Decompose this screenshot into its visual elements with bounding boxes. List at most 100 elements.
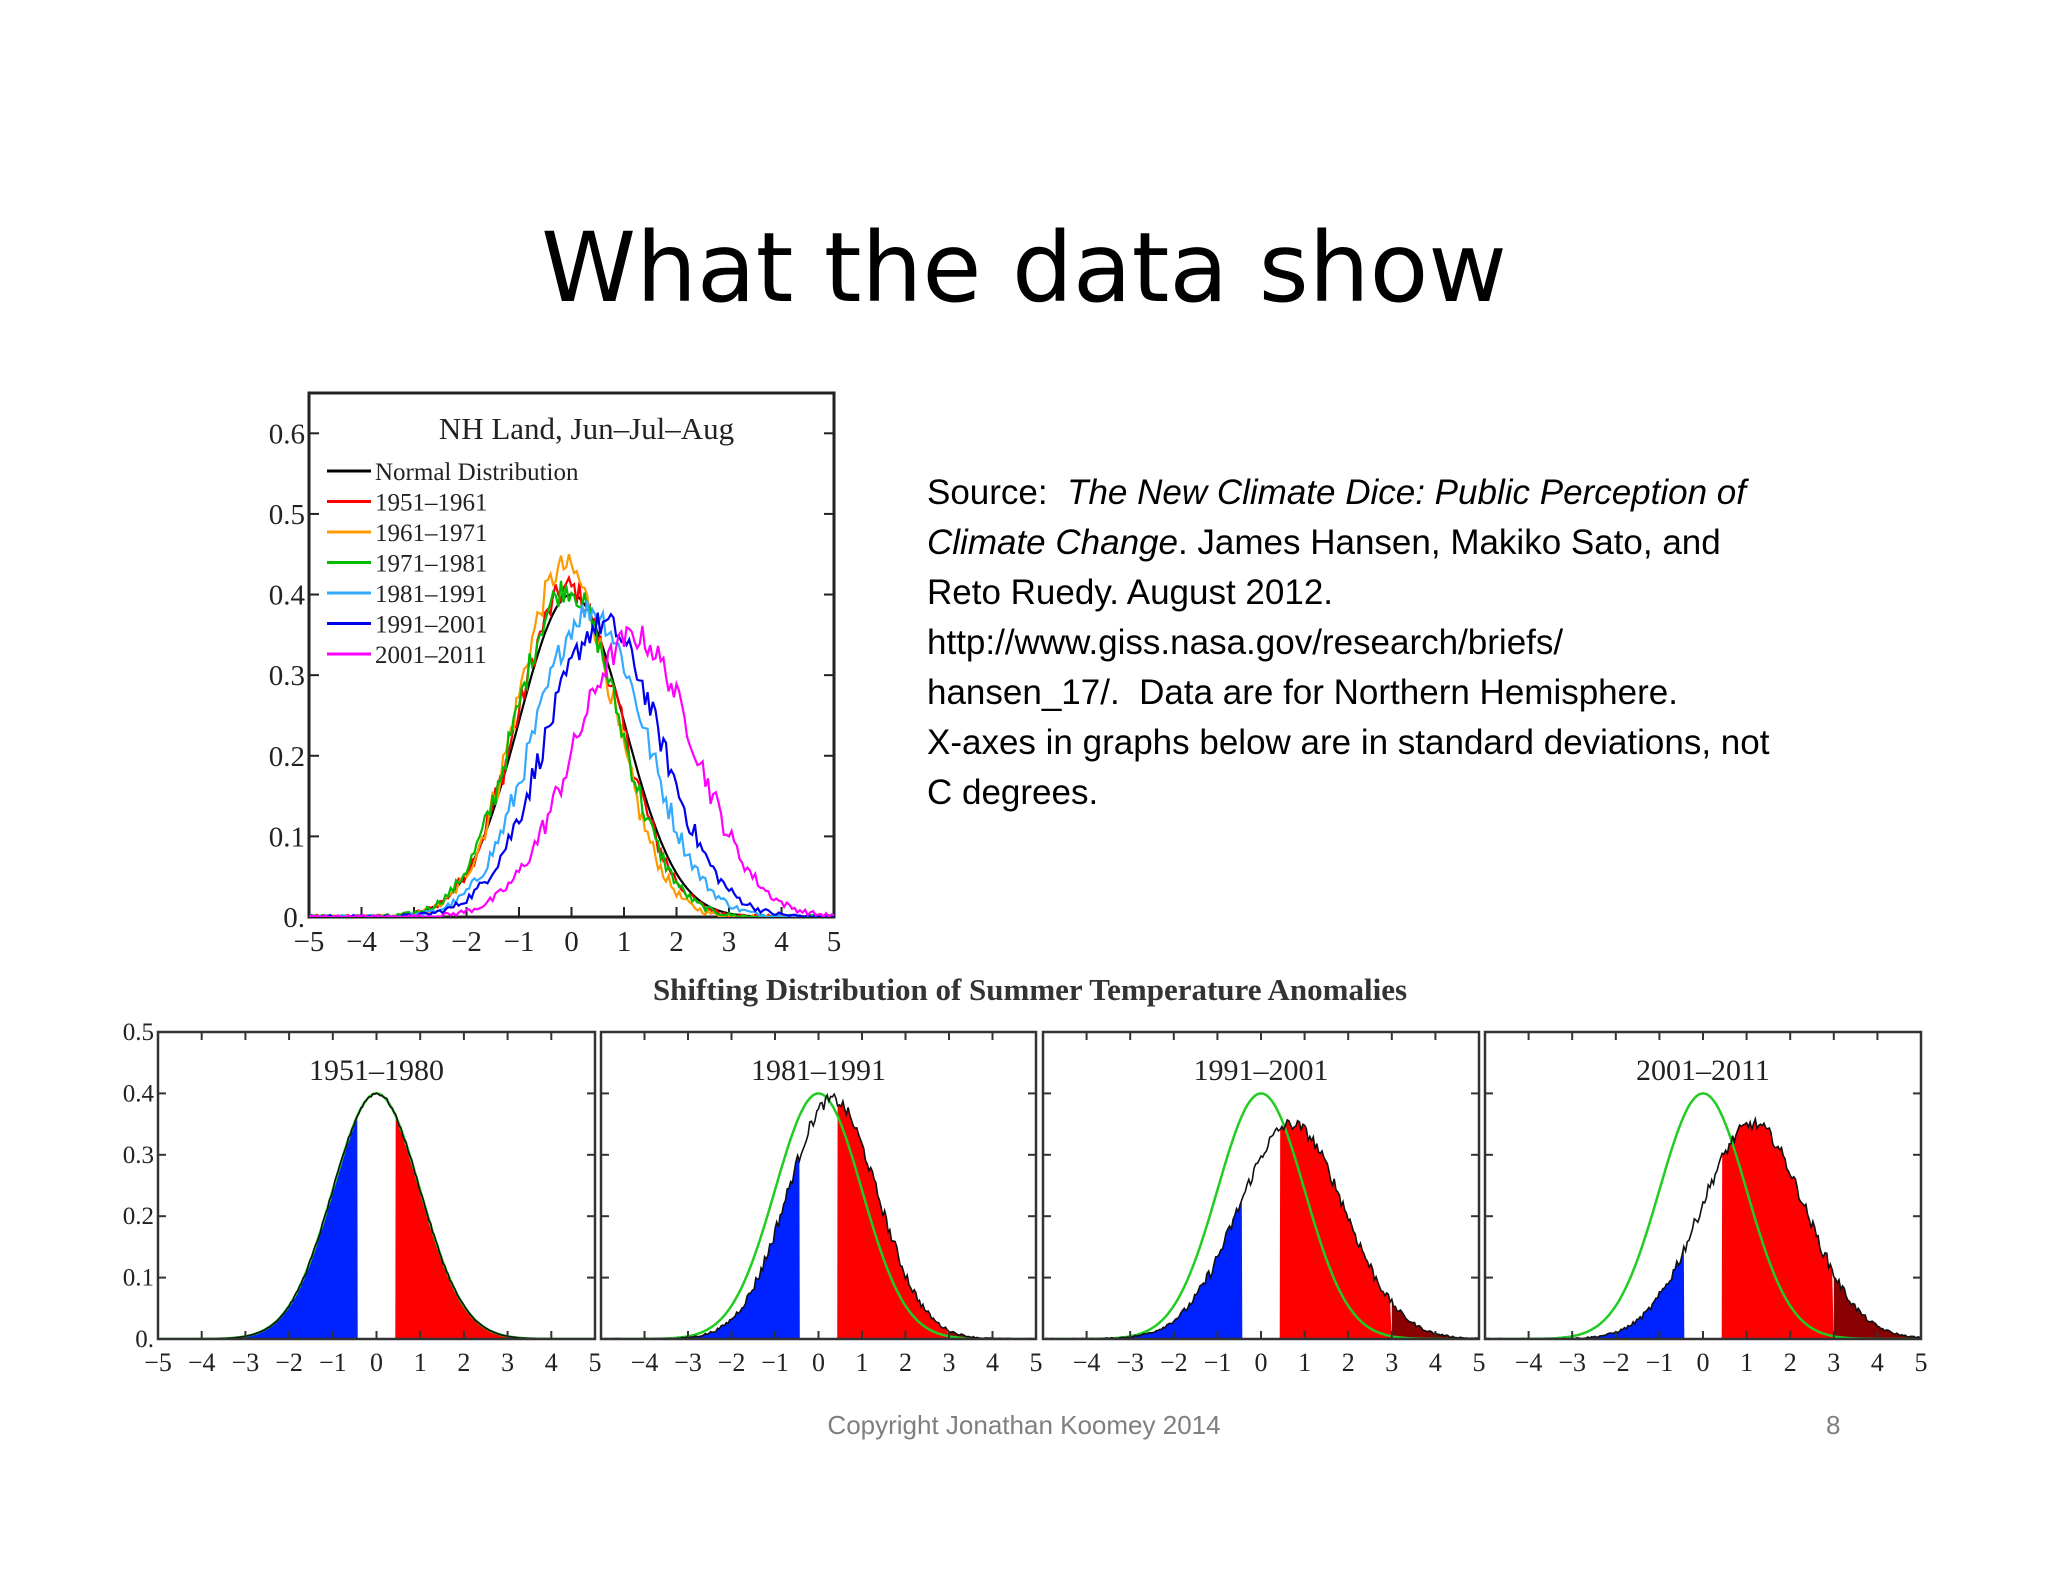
legend-label: Normal Distribution <box>375 459 579 486</box>
source-citation: Source: The New Climate Dice: Public Per… <box>927 468 1887 818</box>
x-tick-label: 2 <box>1342 1348 1355 1377</box>
reference-normal-line <box>1485 1092 1921 1339</box>
x-tick-label: −4 <box>631 1348 659 1377</box>
x-tick-label: −4 <box>1515 1348 1543 1377</box>
x-tick-label: 5 <box>589 1348 602 1377</box>
slide-title: What the data show <box>541 212 1507 324</box>
hot-area <box>1721 1118 1834 1339</box>
page-number: 8 <box>1826 1410 1841 1440</box>
source-paper-title-part-1: The New Climate Dice: Public Perception … <box>1067 473 1746 512</box>
x-tick-label: −4 <box>188 1348 216 1377</box>
y-tick-label: 0. <box>135 1326 154 1353</box>
distribution-line <box>158 1092 595 1339</box>
y-tick-label: 0. <box>283 902 305 934</box>
x-tick-label: 5 <box>1473 1348 1486 1377</box>
x-tick-label: −4 <box>346 926 377 958</box>
distribution-line <box>601 1092 1036 1339</box>
y-tick-label: 0.1 <box>123 1265 154 1292</box>
x-tick-label: −5 <box>144 1348 172 1377</box>
x-tick-label: −2 <box>275 1348 303 1377</box>
x-tick-label: 5 <box>1915 1348 1928 1377</box>
source-line-2: Climate Change. James Hansen, Makiko Sat… <box>927 518 1887 568</box>
y-tick-label: 0.2 <box>269 741 305 773</box>
legend-label: 1991–2001 <box>375 612 488 639</box>
x-tick-label: −1 <box>319 1348 347 1377</box>
legend-label: 1961–1971 <box>375 520 488 547</box>
x-tick-label: 2 <box>457 1348 470 1377</box>
panel-label: 2001–2011 <box>1636 1054 1770 1087</box>
x-tick-label: 4 <box>545 1348 558 1377</box>
source-prefix: Source: <box>927 473 1068 512</box>
x-tick-label: −3 <box>1558 1348 1586 1377</box>
source-line-3: Reto Ruedy. August 2012. <box>927 573 1334 612</box>
x-tick-label: −3 <box>1116 1348 1144 1377</box>
cold-area <box>1485 1246 1685 1339</box>
x-tick-label: −4 <box>1073 1348 1101 1377</box>
reference-normal-line <box>158 1092 595 1339</box>
x-tick-label: −3 <box>399 926 430 958</box>
y-tick-label: 0.3 <box>123 1142 154 1169</box>
x-tick-label: −3 <box>674 1348 702 1377</box>
x-tick-label: −1 <box>761 1348 789 1377</box>
x-tick-label: −1 <box>1646 1348 1674 1377</box>
y-tick-label: 0.3 <box>269 660 305 692</box>
shift-chart-title: Shifting Distribution of Summer Temperat… <box>653 972 1407 1007</box>
x-tick-label: −2 <box>718 1348 746 1377</box>
x-tick-label: −1 <box>504 926 535 958</box>
panel-label: 1951–1980 <box>309 1054 444 1087</box>
chart-title: NH Land, Jun–Jul–Aug <box>439 411 734 446</box>
source-paper-title-part-2: Climate Change <box>927 523 1178 562</box>
y-tick-label: 0.6 <box>269 418 305 450</box>
footer-copyright: Copyright Jonathan Koomey 2014 <box>827 1410 1221 1440</box>
y-tick-label: 0.4 <box>123 1080 155 1107</box>
x-tick-label: −2 <box>451 926 482 958</box>
x-tick-label: 4 <box>1871 1348 1884 1377</box>
x-tick-label: 4 <box>1429 1348 1442 1377</box>
y-tick-label: 0.4 <box>269 580 306 612</box>
series-line <box>309 625 834 917</box>
panel-3: −4 −3 −2 −1 0 1 2 3 4 5 1991–2001 <box>1041 1030 1486 1377</box>
x-tick-label: 2 <box>899 1348 912 1377</box>
source-authors: . James Hansen, Makiko Sato, and <box>1177 523 1721 562</box>
distribution-line <box>1043 1118 1479 1339</box>
extreme-hot-area <box>1391 1299 1479 1339</box>
x-tick-label: 1 <box>414 1348 427 1377</box>
legend-label: 2001–2011 <box>375 642 487 669</box>
hot-area <box>1279 1119 1392 1339</box>
x-tick-label: 3 <box>943 1348 956 1377</box>
x-tick-label: 4 <box>986 1348 999 1377</box>
cold-area <box>601 1155 800 1339</box>
panel-label: 1981–1991 <box>751 1054 886 1087</box>
x-tick-label: 0 <box>1255 1348 1268 1377</box>
x-tick-label: 0 <box>370 1348 383 1377</box>
panel-label: 1991–2001 <box>1194 1054 1329 1087</box>
x-tick-label: 0 <box>812 1348 825 1377</box>
panel-2: −4 −3 −2 −1 0 1 2 3 4 5 1981–1991 <box>599 1030 1043 1377</box>
x-tick-label: 1 <box>1298 1348 1311 1377</box>
x-tick-label: −3 <box>232 1348 260 1377</box>
hot-area <box>837 1101 949 1339</box>
source-line-1: Source: The New Climate Dice: Public Per… <box>927 468 1887 518</box>
x-tick-label: 3 <box>501 1348 514 1377</box>
x-tick-label: 3 <box>722 926 737 958</box>
source-line-4: http://www.giss.nasa.gov/research/briefs… <box>927 623 1564 662</box>
reference-normal-line <box>601 1092 1036 1339</box>
x-tick-label: 2 <box>669 926 684 958</box>
panel-4: −4 −3 −2 −1 0 1 2 3 4 5 2001–2011 <box>1483 1030 1928 1377</box>
source-line-6: X-axes in graphs below are in standard d… <box>927 723 1770 762</box>
x-tick-label: 0 <box>564 926 579 958</box>
x-tick-label: 0 <box>1697 1348 1710 1377</box>
y-tick-label: 0.5 <box>269 499 305 531</box>
legend-label: 1951–1961 <box>375 490 488 517</box>
y-tick-label: 0.2 <box>123 1203 154 1230</box>
x-tick-label: 5 <box>827 926 842 958</box>
source-line-5: hansen_17/. Data are for Northern Hemisp… <box>927 673 1678 712</box>
source-line-7: C degrees. <box>927 773 1099 812</box>
x-tick-label: 2 <box>1784 1348 1797 1377</box>
x-tick-label: −2 <box>1602 1348 1630 1377</box>
extreme-hot-area <box>1833 1276 1921 1339</box>
x-tick-label: 1 <box>617 926 632 958</box>
distribution-line <box>1485 1115 1921 1339</box>
